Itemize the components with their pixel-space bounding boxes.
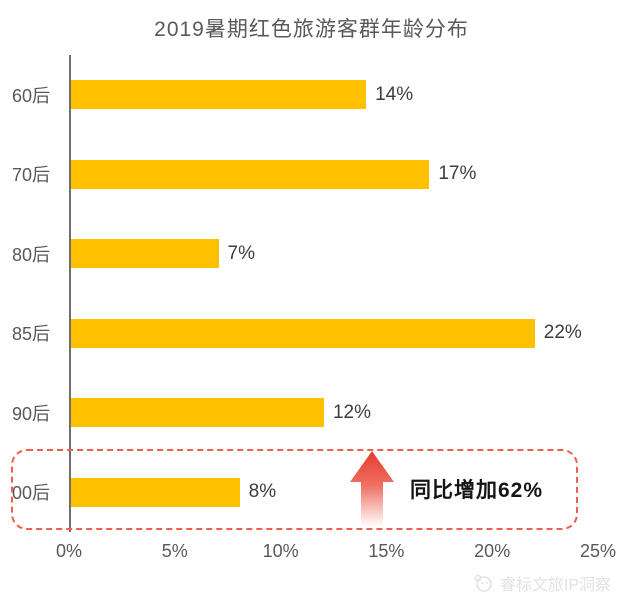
- bar: [71, 80, 367, 110]
- bar: [71, 159, 430, 189]
- bar-track: 17%: [69, 134, 598, 214]
- yoy-annotation: 同比增加62%: [350, 450, 543, 528]
- bar: [71, 318, 535, 348]
- category-label: 60后: [12, 85, 51, 106]
- x-tick-label: 5%: [161, 541, 188, 561]
- value-label: 22%: [543, 322, 582, 344]
- watermark: 睿标文旅IP洞察: [470, 571, 611, 595]
- bar-row: 60后 14%: [12, 55, 598, 135]
- plot-area: 60后 14% 70后 17% 80后 7% 85后 22% 90后 12%: [12, 55, 598, 532]
- bar-track: 14%: [69, 55, 598, 135]
- category-label: 70后: [12, 165, 51, 186]
- bar: [71, 239, 219, 269]
- bar-row: 00后 8%: [12, 452, 598, 532]
- bar-row: 85后 22%: [12, 293, 598, 373]
- value-label: 7%: [227, 242, 256, 264]
- category-label: 80后: [12, 244, 51, 265]
- chart-title: 2019暑期红色旅游客群年龄分布: [154, 18, 469, 41]
- up-arrow-icon: [350, 451, 394, 527]
- x-tick-label: 20%: [474, 541, 511, 561]
- x-tick-label: 0%: [55, 541, 83, 561]
- x-tick-label: 25%: [579, 541, 617, 561]
- category-label: 00后: [12, 483, 51, 504]
- bar-row: 70后 17%: [12, 134, 598, 214]
- annotation-label: 同比增加62%: [410, 479, 544, 502]
- bar-track: 12%: [69, 373, 598, 453]
- category-label: 90后: [12, 403, 51, 424]
- bar-track: 22%: [69, 293, 598, 373]
- value-label: 8%: [248, 481, 277, 503]
- x-tick-label: 10%: [262, 541, 299, 561]
- bar-row: 80后 7%: [12, 214, 598, 294]
- bar: [71, 477, 240, 507]
- bar-row: 90后 12%: [12, 373, 598, 453]
- watermark-logo-icon: [474, 574, 492, 592]
- bar-track: 7%: [69, 214, 598, 294]
- bar-track: 8%: [69, 452, 598, 532]
- x-axis: 0% 5% 10% 15% 20% 25%: [56, 541, 616, 563]
- value-label: 17%: [438, 163, 477, 185]
- category-label: 85后: [12, 324, 51, 345]
- watermark-text: 睿标文旅IP洞察: [499, 577, 611, 594]
- bar: [71, 398, 324, 428]
- value-label: 12%: [332, 401, 371, 423]
- x-tick-label: 15%: [368, 541, 405, 561]
- value-label: 14%: [375, 83, 414, 105]
